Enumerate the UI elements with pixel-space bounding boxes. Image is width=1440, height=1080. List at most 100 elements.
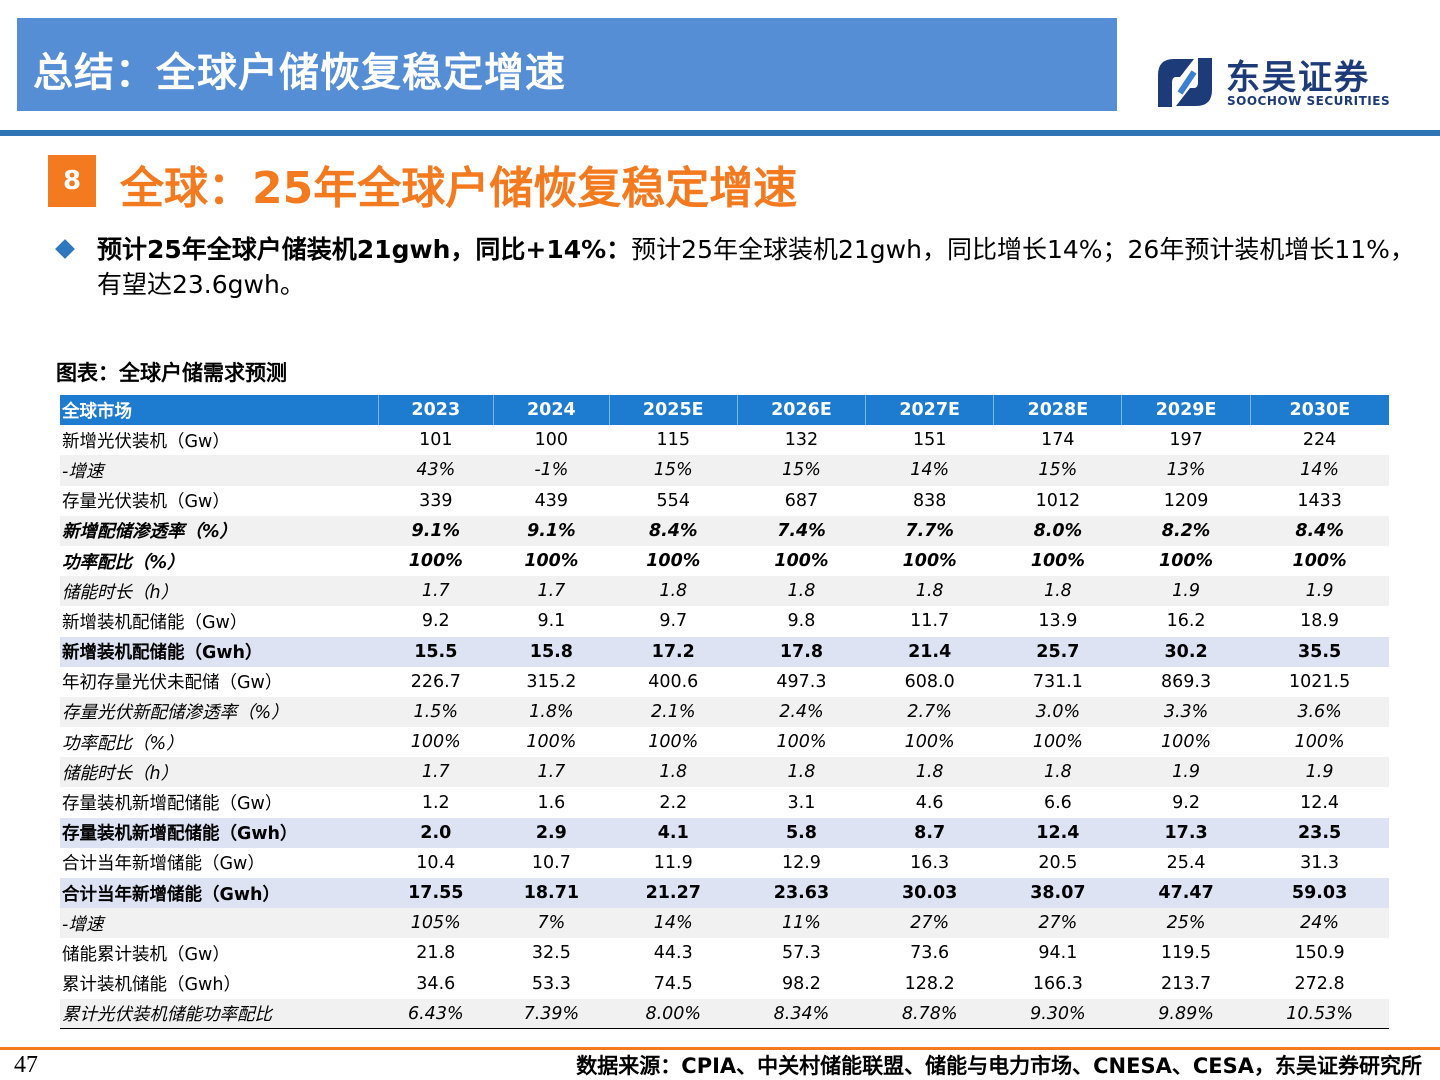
value-cell: 21.8 [416,943,456,964]
value-cell: 9.1 [537,611,566,632]
value-cell: 1.7 [378,757,494,788]
table-row: 功率配比（%） 100% 100% 100% 100% 100% 100% 100% 100% [60,727,1389,757]
value-cell: 100% [1030,551,1085,572]
value-cell: 100% [410,732,461,753]
header-cell: 2023 [377,395,494,426]
value-cell: 8.0% [993,515,1122,546]
value-cell: 8.2% [1121,515,1251,546]
value-cell: 1.8 [993,757,1122,788]
value-cell: 15% [993,455,1122,486]
table-row: 存量光伏新配储渗透率（%） 1.5% 1.8% 2.1% 2.4% 2.7% 3.0% 3.3… [60,696,1389,728]
value-cell: 1.8 [609,757,738,788]
value-cell: 32.5 [531,943,571,964]
row-label-cell: 存量装机新增配储能（Gw） [62,794,283,815]
value-cell: 47.47 [1121,878,1251,909]
value-cell: 17.8 [737,636,866,667]
value-cell: 100% [1294,732,1345,753]
value-cell: 6.43% [378,998,494,1030]
value-cell: 1012 [1035,490,1081,511]
value-cell: 100% [902,551,957,572]
value-cell: 1.8 [865,757,994,788]
page-number: 47 [14,1052,38,1078]
value-cell: 554 [656,490,690,511]
value-cell: 226.7 [410,671,461,692]
value-cell: 57.3 [781,943,821,964]
value-cell: 9.1% [493,515,610,546]
row-label-cell: 累计光伏装机储能功率配比 [60,998,378,1030]
value-cell: 132 [784,430,819,451]
header-cell: 2029E [1121,395,1251,426]
table-caption: 图表：全球户储需求预测 [56,361,287,385]
value-cell: 14% [1250,455,1389,486]
value-cell: 59.03 [1250,878,1389,909]
value-cell: 25.4 [1166,852,1206,873]
value-cell: 5.8 [737,817,866,848]
value-cell: 608.0 [904,671,955,692]
value-cell: 100% [1292,551,1347,572]
table-row: 储能累计装机（Gw） 21.8 32.5 44.3 57.3 73.6 94.1 119.5 1… [60,938,1389,968]
value-cell: 53.3 [531,973,571,994]
table-row: -增速 105% 7% 14% 11% 27% 27% 25% 24% [60,908,1389,939]
value-cell: 1.8 [609,576,738,607]
row-label-cell: 储能累计装机（Gw） [62,944,230,965]
value-cell: 25% [1121,908,1251,939]
value-cell: 100% [646,551,701,572]
value-cell: 17.3 [1121,817,1251,848]
value-cell: 27% [865,908,994,939]
value-cell: 15% [609,455,738,486]
value-cell: 150.9 [1294,943,1345,964]
header-cell: 2024 [493,395,610,426]
row-label-cell: 存量光伏装机（Gw） [62,492,230,513]
value-cell: 35.5 [1250,636,1389,667]
value-cell: 174 [1041,430,1075,451]
value-cell: 14% [609,908,738,939]
value-cell: 27% [993,908,1122,939]
value-cell: 3.1 [787,792,816,813]
value-cell: 224 [1302,430,1337,451]
title-banner: 总结：全球户储恢复稳定增速 [17,18,1117,111]
value-cell: 1.9 [1121,576,1251,607]
value-cell: 7.7% [865,515,994,546]
value-cell: 13% [1121,455,1251,486]
value-cell: 1.5% [378,696,494,728]
value-cell: 731.1 [1032,671,1083,692]
bullet-body: 预计25年全球装机21gwh，同比增长14%；26年预计装机增长11%，有望达2… [97,235,1415,299]
bullet-lead: 预计25年全球户储装机21gwh，同比+14%： [97,235,632,264]
value-cell: 1.9 [1121,757,1251,788]
value-cell: 30.03 [865,878,994,909]
value-cell: 100% [1161,732,1212,753]
row-label-cell: -增速 [60,455,378,486]
value-cell: 14% [865,455,994,486]
value-cell: 315.2 [526,671,577,692]
value-cell: 31.3 [1300,852,1340,873]
value-cell: 9.7 [659,611,688,632]
value-cell: 105% [378,908,494,939]
table-row: 存量装机新增配储能（Gwh） 2.0 2.9 4.1 5.8 8.7 12.4 17.3 23.… [60,817,1389,848]
value-cell: 3.0% [993,696,1122,728]
logo-chinese-name: 东吴证券 [1226,58,1370,98]
forecast-table: 全球市场 2023 2024 2025E 2026E 2027E 2028E 2… [60,395,1389,1030]
table-header-row: 全球市场 2023 2024 2025E 2026E 2027E 2028E 2… [60,395,1389,426]
value-cell: 23.63 [737,878,866,909]
row-label-cell: 新增装机配储能（Gw） [62,612,248,633]
section-number-badge: 8 [48,155,96,207]
value-cell: 16.3 [910,852,950,873]
header-cell: 全球市场 [60,395,378,426]
value-cell: 8.34% [737,998,866,1030]
value-cell: 98.2 [781,973,821,994]
company-logo: 东吴证券 SOOCHOW SECURITIES [1150,50,1420,112]
value-cell: 439 [534,490,569,511]
value-cell: 100% [648,732,699,753]
value-cell: 10.53% [1250,998,1389,1030]
row-label-cell: 合计当年新增储能（Gw） [62,854,265,875]
value-cell: 8.78% [865,998,994,1030]
value-cell: 119.5 [1161,943,1212,964]
value-cell: 12.4 [1300,792,1340,813]
value-cell: 1.7 [493,757,610,788]
table-row: -增速 43% -1% 15% 15% 14% 15% 13% 14% [60,455,1389,486]
value-cell: 94.1 [1038,943,1078,964]
header-cell: 2027E [865,395,994,426]
value-cell: 1.8 [865,576,994,607]
row-label-cell: 储能时长（h） [60,757,378,788]
row-label-cell: 累计装机储能（Gwh） [62,975,241,996]
